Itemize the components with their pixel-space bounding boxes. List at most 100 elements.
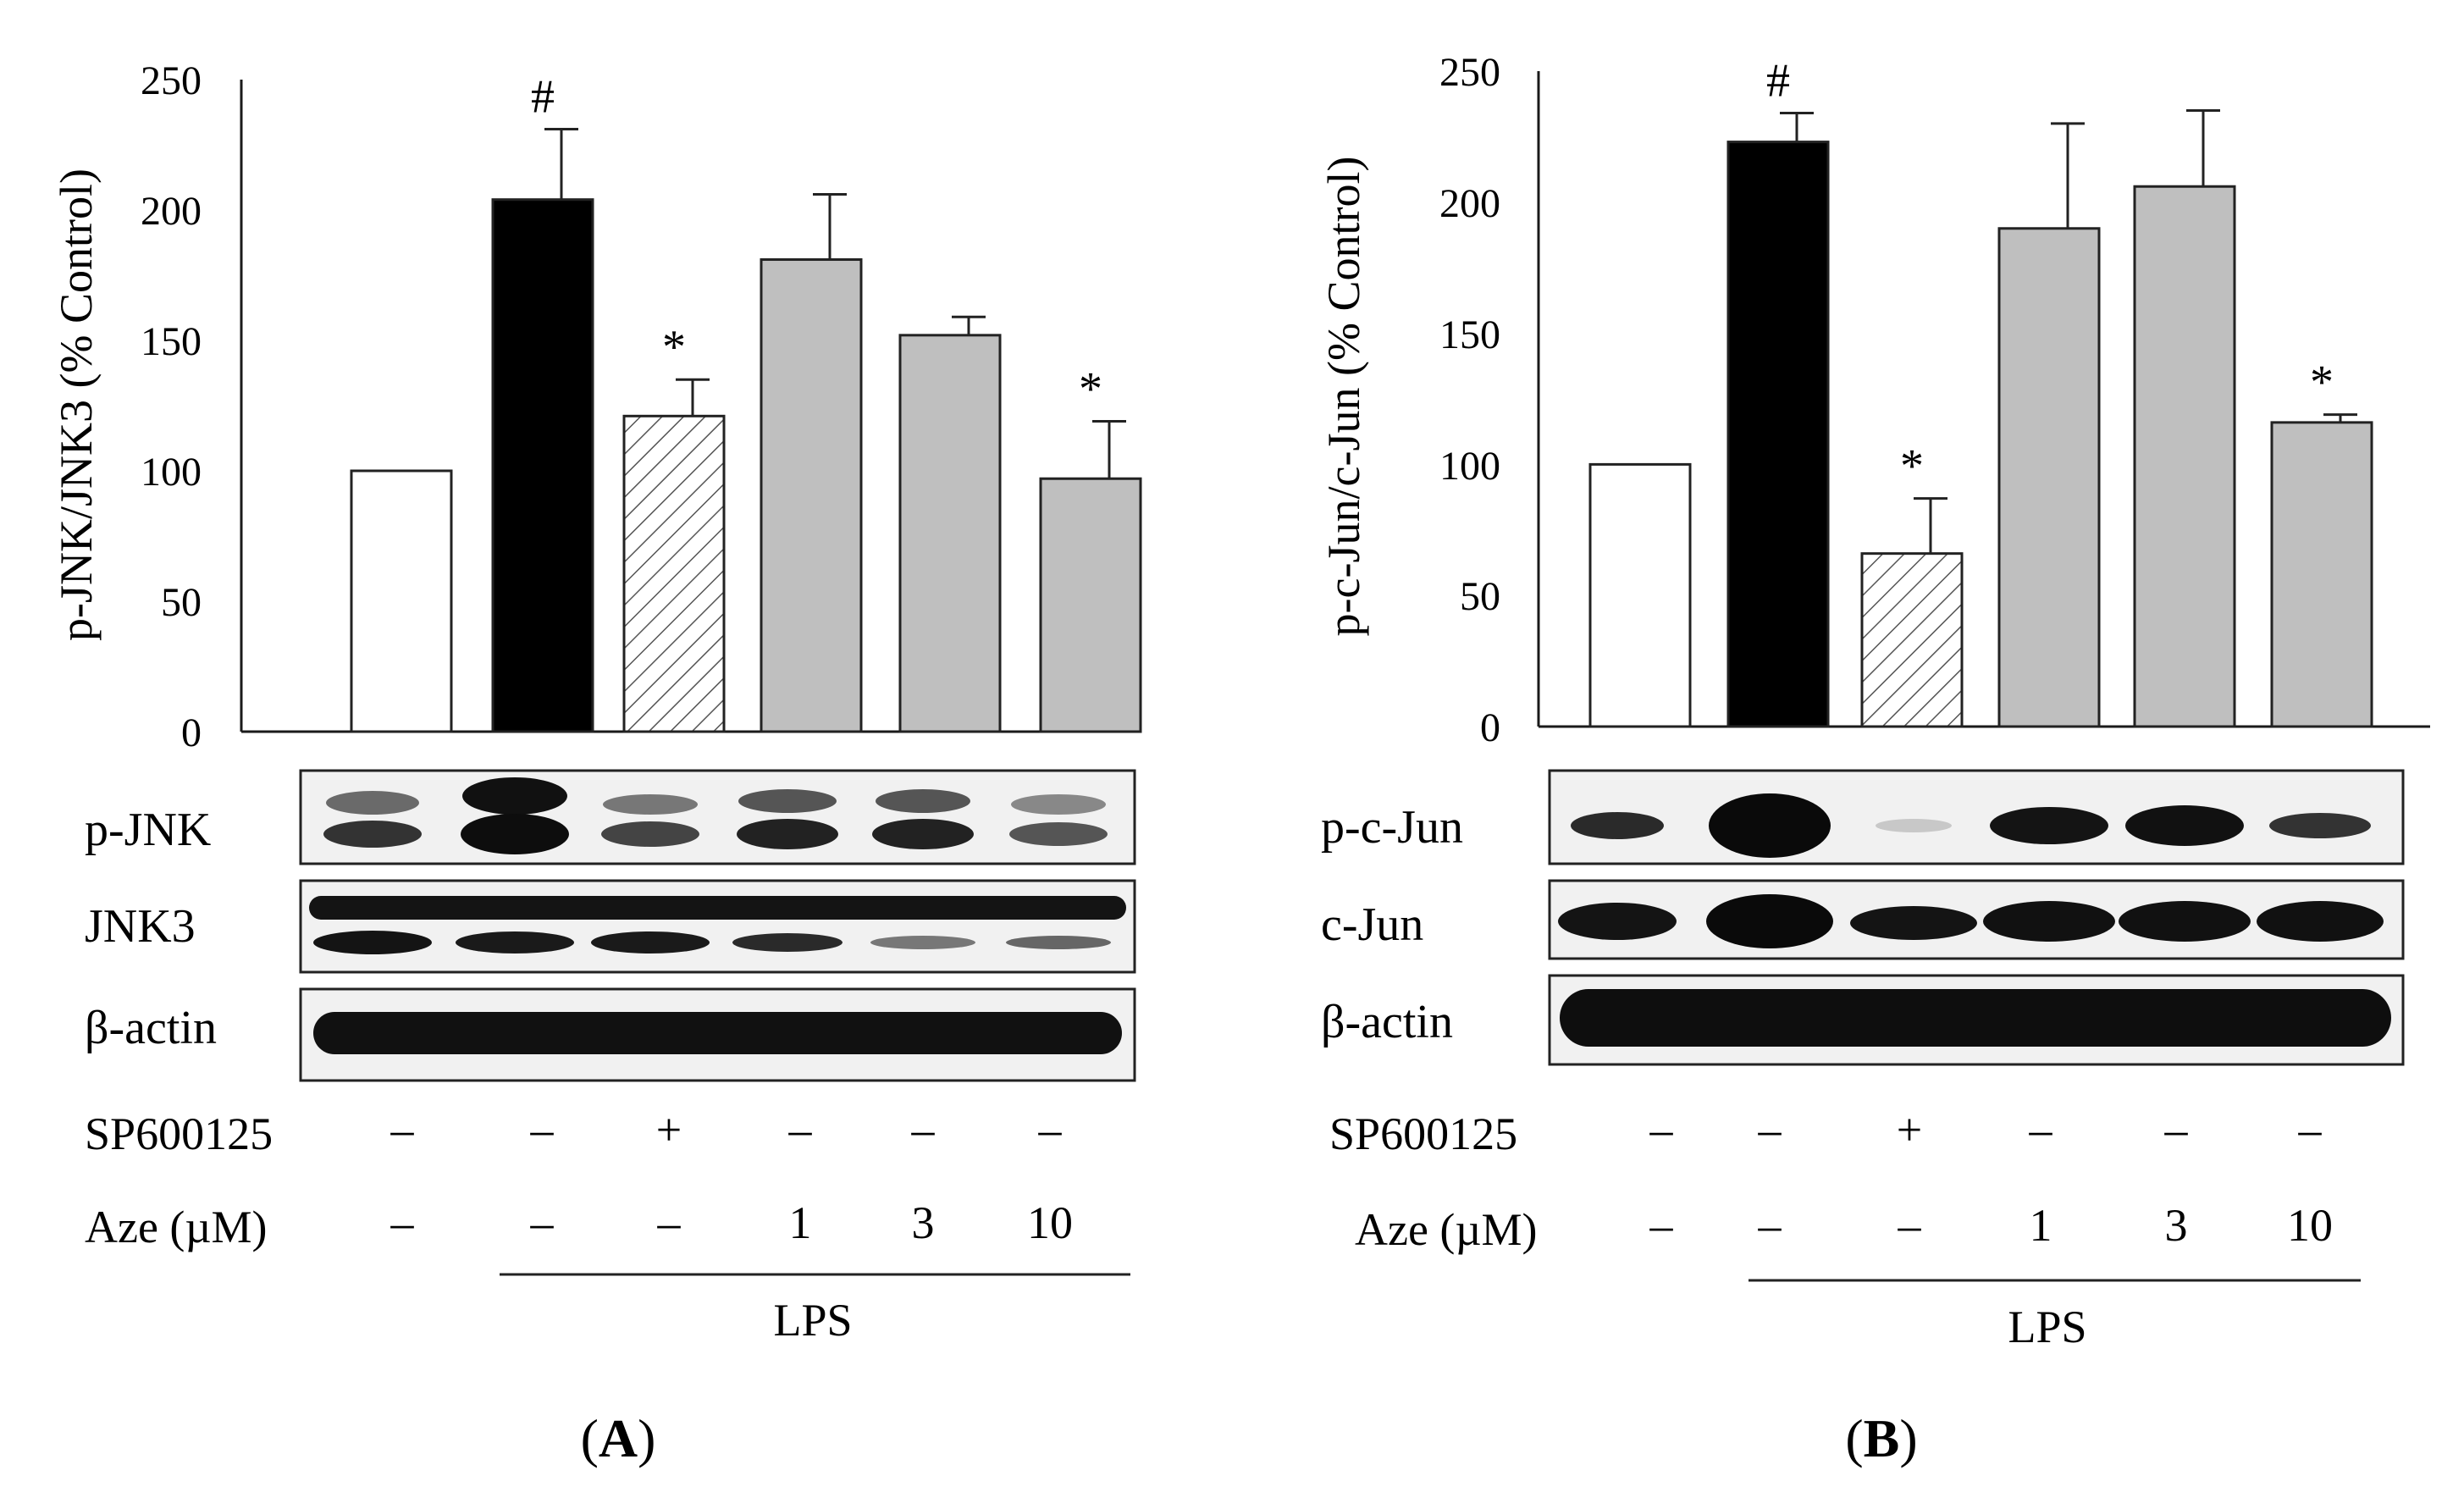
panel-b-sp-value: – — [2298, 1104, 2323, 1155]
panel-a-aze-value: – — [390, 1197, 415, 1248]
panel-a-bars — [350, 128, 1142, 733]
svg-text:(B): (B) — [1845, 1408, 1917, 1468]
panel-b-sp-value: + — [1897, 1104, 1922, 1155]
panel-a-ytick-label: 50 — [161, 580, 202, 625]
panel-b-bar — [1997, 227, 2101, 728]
panel-a-label: A — [599, 1408, 638, 1468]
panel-a-blot-jnk3 — [299, 879, 1136, 974]
panel-b-caption: (B) — [1845, 1408, 1917, 1468]
panel-a-blots: p-JNK JNK3 β-actin — [85, 769, 1136, 1082]
panel-b-blot-label: c-Jun — [1321, 898, 1423, 951]
panel-b-sp600125-label: SP600125 — [1329, 1108, 1517, 1159]
panel-a-ytick-label: 100 — [141, 450, 202, 495]
panel-a-aze-value: 1 — [789, 1197, 812, 1248]
panel-b-ytick-label: 50 — [1460, 574, 1500, 619]
panel-a-bar — [350, 469, 453, 733]
panel-a-mark: * — [1079, 362, 1102, 415]
panel-a-bar — [622, 414, 726, 733]
panel-a-blot-label: p-JNK — [85, 804, 211, 856]
panel-a-sp600125-label: SP600125 — [85, 1108, 273, 1159]
panel-a-ytick-label: 250 — [141, 58, 202, 103]
panel-b-ytick-label: 0 — [1480, 705, 1500, 750]
panel-b-significance-marks: # * * — [1766, 55, 2334, 493]
panel-b-aze-value: – — [1898, 1200, 1922, 1251]
panel-b-conditions: SP600125 – – + – – – Aze (µM) – – – 1 3 … — [1329, 1104, 2361, 1352]
svg-text:(A): (A) — [581, 1408, 656, 1468]
panel-b-aze-value: 3 — [2165, 1200, 2188, 1251]
panel-a-aze-values: – – – 1 3 10 — [390, 1197, 1074, 1248]
panel-b-bar — [1588, 462, 1692, 728]
panel-b-ytick-label: 200 — [1439, 181, 1500, 226]
panel-a-blot-p-jnk — [299, 769, 1136, 865]
panel-b-mark: * — [1900, 440, 1924, 493]
panel-a-conditions: SP600125 – – + – – – Aze (µM) – – – 1 3 … — [85, 1104, 1130, 1346]
panel-a-sp-value: – — [911, 1104, 936, 1155]
panel-a-aze-value: 3 — [912, 1197, 935, 1248]
panel-a-chart: p-JNK/JNK3 (% Control) 0 50 100 150 200 … — [51, 58, 1142, 755]
panel-b-aze-value: 1 — [2030, 1200, 2052, 1251]
panel-b-sp-value: – — [2029, 1104, 2053, 1155]
panel-a-caption: (A) — [581, 1408, 656, 1468]
panel-a-sp-value: – — [390, 1104, 415, 1155]
panel-b-aze-values: – – – 1 3 10 — [1649, 1200, 2334, 1251]
panel-b: p-c-Jun/c-Jun (% Control) 0 50 100 150 2… — [1318, 50, 2430, 1468]
panel-b-band-actin — [1560, 989, 2391, 1047]
panel-b-mark: # — [1766, 55, 1790, 108]
panel-b-ticks: 0 50 100 150 200 250 — [1439, 50, 1500, 750]
panel-a-bar — [491, 198, 594, 733]
panel-b-bar — [2270, 421, 2373, 728]
panel-b-blot-label: p-c-Jun — [1321, 801, 1463, 854]
panel-a-ytick-label: 150 — [141, 319, 202, 364]
panel-b-ytick-label: 150 — [1439, 312, 1500, 357]
panel-b-bands-p-c-jun — [1571, 793, 2371, 858]
panel-a-sp600125-values: – – + – – – — [390, 1104, 1063, 1155]
panel-a-sp-value: – — [530, 1104, 555, 1155]
panel-a-band-actin — [313, 1012, 1122, 1054]
panel-b-blot-label: β-actin — [1321, 996, 1453, 1048]
panel-a-bar — [1039, 477, 1142, 733]
panel-b-mark: * — [2310, 357, 2334, 409]
panel-a-bands-jnk3 — [309, 896, 1126, 954]
panel-b-aze-label: Aze (µM) — [1355, 1204, 1538, 1255]
panel-b-aze-value: – — [1649, 1200, 1674, 1251]
panel-b-bars — [1588, 108, 2373, 728]
panel-a-significance-marks: # * * — [531, 71, 1102, 416]
panel-b-ytick-label: 250 — [1439, 50, 1500, 95]
panel-a-blot-label: JNK3 — [85, 900, 196, 953]
panel-a-ticks: 0 50 100 150 200 250 — [141, 58, 202, 755]
panel-b-bar — [1860, 552, 1964, 728]
panel-b-label: B — [1864, 1408, 1900, 1468]
panel-b-blots: p-c-Jun c-Jun β-actin — [1321, 769, 2405, 1066]
panel-b-ytick-label: 100 — [1439, 444, 1500, 489]
panel-b-blot-p-c-jun — [1548, 769, 2405, 865]
panel-b-sp600125-values: – – + – – – — [1649, 1104, 2323, 1155]
panel-b-chart: p-c-Jun/c-Jun (% Control) 0 50 100 150 2… — [1318, 50, 2430, 750]
panel-b-y-axis-title: p-c-Jun/c-Jun (% Control) — [1318, 157, 1369, 637]
panel-b-lps-label: LPS — [2008, 1302, 2086, 1352]
panel-a-aze-value: – — [657, 1197, 682, 1248]
panel-b-sp-value: – — [1649, 1104, 1674, 1155]
panel-a-bar — [898, 334, 1002, 733]
panel-a-ytick-label: 200 — [141, 189, 202, 234]
panel-b-aze-value: 10 — [2287, 1200, 2333, 1251]
panel-a-sp-value: – — [788, 1104, 813, 1155]
panel-b-sp-value: – — [1758, 1104, 1782, 1155]
panel-a: p-JNK/JNK3 (% Control) 0 50 100 150 200 … — [51, 58, 1142, 1468]
panel-a-ytick-label: 0 — [181, 710, 202, 755]
panel-a-sp-value: + — [656, 1104, 682, 1155]
panel-a-y-axis-title: p-JNK/JNK3 (% Control) — [51, 169, 102, 641]
panel-a-aze-label: Aze (µM) — [85, 1202, 268, 1252]
panel-a-mark: # — [531, 71, 555, 124]
panel-b-bar — [2133, 185, 2236, 728]
panel-b-sp-value: – — [2164, 1104, 2189, 1155]
panel-a-lps-label: LPS — [773, 1295, 852, 1346]
panel-a-bar — [760, 258, 863, 733]
panel-a-mark: * — [662, 321, 686, 373]
panel-a-aze-value: – — [530, 1197, 555, 1248]
panel-b-bar — [1726, 141, 1830, 728]
panel-a-aze-value: 10 — [1027, 1197, 1073, 1248]
panel-a-sp-value: – — [1038, 1104, 1063, 1155]
panel-a-bands-p-jnk — [323, 777, 1108, 854]
panel-b-aze-value: – — [1758, 1200, 1782, 1251]
